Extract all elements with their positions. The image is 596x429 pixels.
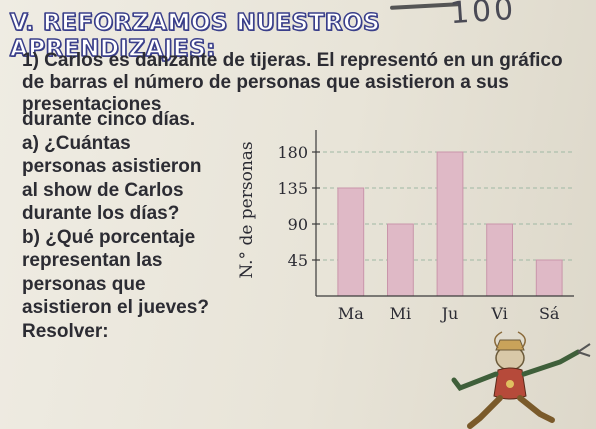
x-tick-label: Vi [490,304,507,323]
problem-line: durante cinco días. [22,109,196,130]
bar-mi [387,223,414,297]
chart-bars [337,151,563,297]
chart-ticks: 45 90 135 180 [277,143,320,270]
question-a-line: personas asistieron [22,156,202,177]
problem-line: 1) Carlos es danzante de tijeras. El rep… [22,50,563,71]
questions-block: durante cinco días. a) ¿Cuántas personas… [22,108,232,343]
question-a-line: a) ¿Cuántas [22,132,131,154]
x-tick-label: Mi [390,304,412,323]
question-b-line: asistieron el jueves? [22,297,209,318]
scissors-dancer-icon [451,331,591,429]
question-a-line: durante los días? [22,203,180,224]
question-b-line: b) ¿Qué porcentaje [22,226,196,248]
problem-statement: 1) Carlos es danzante de tijeras. El rep… [22,50,582,116]
bar-vi [486,223,513,297]
question-b-line: personas que [22,273,146,295]
x-tick-label: Ju [440,304,459,323]
x-tick-label: Sá [539,304,560,323]
problem-line: de barras el número de personas que asis… [22,72,509,93]
chart-x-labels: Ma Mi Ju Vi Sá [338,304,560,323]
section-title: V. REFORZAMOS NUESTROS APRENDIZAJES: [9,9,381,62]
y-tick-label: 180 [277,143,308,162]
bar-chart: 45 90 135 180 Ma Mi Ju Vi Sá N.° de personas [237,130,574,323]
y-tick-label: 135 [277,179,308,198]
bar-ma [337,187,365,297]
x-tick-label: Ma [338,304,364,323]
resolver-label: Resolver: [22,320,109,342]
chart-axes [315,130,574,297]
y-tick-label: 45 [288,251,308,270]
bar-ju [436,151,464,297]
question-a-line: al show de Carlos [22,179,184,201]
problem-line: presentaciones [22,94,162,115]
question-b-line: representan las [22,250,163,271]
y-axis-label: N.° de personas [237,141,257,278]
bar-sá [535,259,563,297]
y-tick-label: 90 [288,215,308,234]
